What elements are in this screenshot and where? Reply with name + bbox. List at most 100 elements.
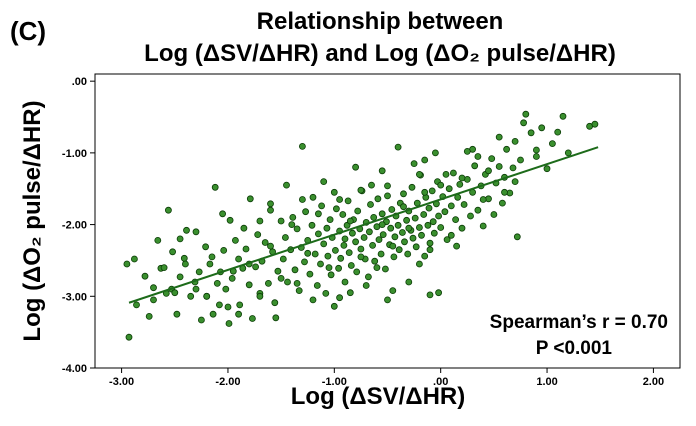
- data-point: [471, 162, 479, 170]
- data-point: [309, 296, 317, 304]
- data-point: [430, 229, 438, 237]
- data-point: [405, 224, 413, 232]
- data-point: [248, 315, 256, 322]
- data-point: [513, 233, 521, 241]
- data-point: [389, 242, 397, 250]
- data-point: [394, 221, 402, 229]
- data-point: [306, 270, 314, 278]
- data-point: [421, 252, 429, 260]
- data-point: [488, 155, 496, 163]
- data-point: [340, 241, 348, 249]
- data-point: [520, 119, 527, 127]
- data-point: [301, 258, 308, 266]
- data-point: [341, 235, 349, 243]
- data-point: [288, 221, 296, 229]
- data-point: [123, 260, 131, 268]
- data-point: [437, 224, 445, 231]
- data-point: [293, 225, 301, 233]
- data-point: [224, 303, 232, 311]
- x-tick-label: -1.00: [322, 376, 347, 388]
- data-point: [264, 279, 272, 287]
- data-point: [474, 153, 482, 160]
- spearman-annotation: Spearman’s r = 0.70: [490, 312, 668, 333]
- data-point: [283, 181, 290, 189]
- data-point: [309, 193, 317, 201]
- data-point: [435, 212, 443, 220]
- data-point: [344, 197, 352, 205]
- data-point: [254, 231, 262, 239]
- data-points: [123, 110, 599, 341]
- data-point: [242, 245, 250, 253]
- data-point: [378, 221, 386, 229]
- data-point: [141, 272, 149, 280]
- data-point: [549, 140, 556, 148]
- data-point: [447, 231, 455, 239]
- data-point: [384, 296, 391, 304]
- data-point: [183, 226, 190, 234]
- chart-title-line-1: Relationship between: [256, 8, 504, 35]
- data-point: [322, 289, 330, 297]
- data-point: [357, 245, 365, 253]
- data-point: [261, 239, 269, 246]
- data-point: [379, 231, 387, 239]
- data-point: [441, 208, 449, 216]
- data-point: [187, 292, 195, 300]
- x-axis-ticks: -3.00 -2.00 -1.00 .00 1.00 2.00: [109, 368, 664, 388]
- data-point: [442, 170, 450, 178]
- data-point: [240, 224, 248, 232]
- data-point: [348, 229, 356, 237]
- data-point: [522, 110, 530, 118]
- data-point: [453, 242, 461, 250]
- data-point: [405, 278, 413, 286]
- data-point: [511, 178, 519, 186]
- data-point: [272, 314, 280, 322]
- data-point: [150, 296, 157, 304]
- data-point: [410, 160, 418, 168]
- data-point: [421, 156, 429, 164]
- data-point: [331, 246, 339, 254]
- data-point: [400, 203, 407, 211]
- data-point: [371, 257, 379, 265]
- data-point: [192, 285, 200, 293]
- data-point: [415, 260, 423, 268]
- data-point: [298, 142, 306, 150]
- data-point: [320, 178, 328, 186]
- data-point: [490, 211, 498, 218]
- data-point: [345, 249, 353, 257]
- x-tick-label: -3.00: [109, 376, 134, 388]
- x-tick-label: 2.00: [643, 376, 664, 388]
- data-point: [346, 217, 354, 225]
- data-point: [145, 312, 153, 320]
- data-point: [154, 236, 162, 244]
- data-point: [277, 217, 285, 225]
- data-point: [426, 291, 434, 299]
- data-point: [252, 263, 260, 271]
- data-point: [367, 201, 374, 208]
- data-point: [313, 282, 321, 289]
- data-point: [222, 285, 230, 293]
- data-point: [209, 310, 217, 318]
- data-point: [409, 234, 417, 242]
- data-point: [256, 292, 264, 300]
- data-point: [219, 210, 227, 218]
- data-point: [381, 265, 389, 273]
- data-point: [318, 202, 326, 210]
- data-point: [220, 246, 228, 254]
- data-point: [378, 167, 386, 175]
- data-point: [428, 187, 436, 195]
- data-point: [291, 266, 299, 274]
- data-point: [311, 250, 319, 258]
- data-point: [458, 224, 466, 232]
- data-point: [403, 216, 411, 224]
- data-point: [412, 243, 420, 251]
- data-point: [357, 253, 365, 261]
- data-point: [424, 221, 432, 229]
- data-point: [370, 213, 378, 221]
- data-point: [274, 267, 282, 275]
- data-point: [289, 213, 297, 221]
- data-point: [498, 199, 506, 207]
- data-point: [411, 214, 419, 222]
- data-point: [325, 264, 333, 272]
- x-tick-label: .00: [433, 376, 448, 388]
- data-point: [336, 294, 344, 302]
